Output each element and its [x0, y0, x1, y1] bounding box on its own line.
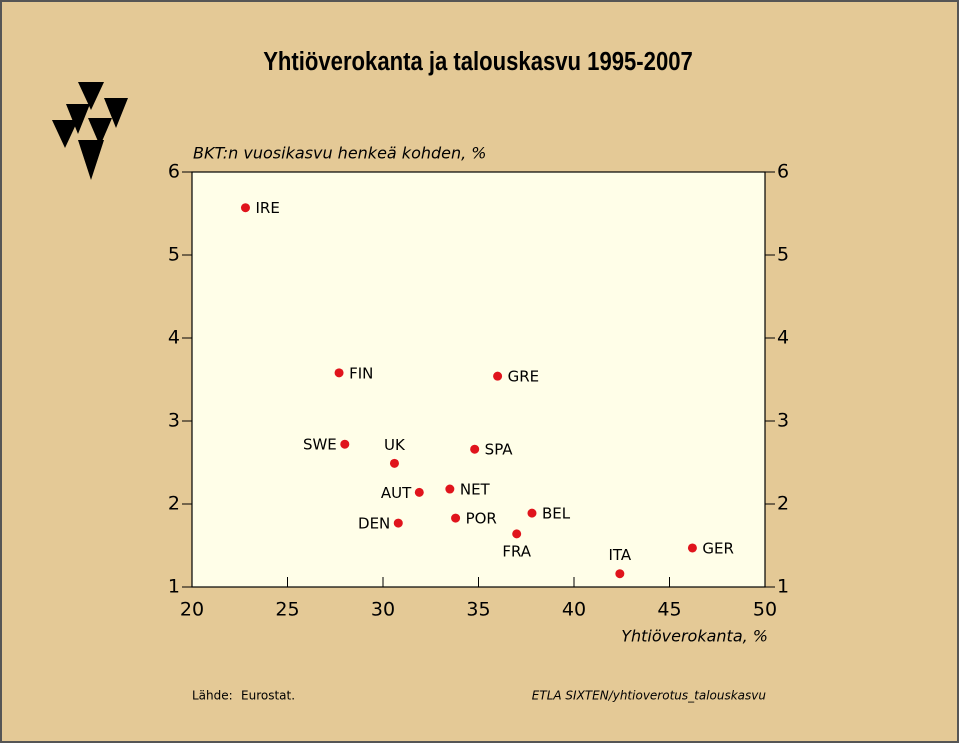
y-tick-label: 5 [168, 244, 180, 266]
point [527, 508, 537, 518]
y-tick-label: 4 [168, 327, 180, 349]
point-label: SPA [485, 441, 514, 459]
y2-tick-label: 6 [777, 161, 789, 183]
y-tick-label: 2 [168, 493, 180, 515]
plot-area [191, 171, 766, 588]
y2-tick-label: 4 [777, 327, 789, 349]
point-label: UK [384, 436, 406, 454]
point [240, 203, 250, 213]
y-axis-label: BKT:n vuosikasvu henkeä kohden, % [193, 144, 487, 163]
x-tick-label: 20 [180, 599, 204, 621]
y2-tick-label: 1 [777, 576, 789, 598]
point [445, 484, 455, 494]
point-label: FIN [349, 364, 373, 382]
y-tick-label: 1 [168, 576, 180, 598]
point [389, 458, 399, 468]
point [451, 513, 461, 523]
x-tick-label: 35 [466, 599, 490, 621]
point [393, 518, 403, 528]
source-label: Lähde: [192, 689, 233, 703]
point-label: ITA [608, 546, 631, 564]
y2-tick-label: 2 [777, 493, 789, 515]
y2-tick-label: 3 [777, 410, 789, 432]
point [340, 439, 350, 449]
credit: ETLA SIXTEN/yhtioverotus_talouskasvu [532, 689, 767, 703]
point [512, 529, 522, 539]
y2-tick-label: 5 [777, 244, 789, 266]
logo [52, 82, 128, 180]
x-tick-label: 25 [275, 599, 299, 621]
point [493, 371, 503, 381]
point-label: DEN [358, 515, 390, 533]
point [615, 569, 625, 579]
point-label: FRA [502, 542, 531, 560]
point-label: AUT [381, 484, 412, 502]
point-label: GER [702, 539, 734, 557]
point [470, 444, 480, 454]
point-label: GRE [508, 368, 540, 386]
point-label: IRE [255, 199, 279, 217]
y-tick-label: 6 [168, 161, 180, 183]
x-tick-label: 45 [657, 599, 681, 621]
point-label: SWE [303, 436, 337, 454]
chart-title: Yhtiöverokanta ja talouskasvu 1995-2007 [263, 47, 693, 76]
point [687, 543, 697, 553]
point [414, 487, 424, 497]
point-label: NET [460, 481, 491, 499]
point [334, 368, 344, 378]
point-label: POR [466, 510, 497, 528]
x-tick-label: 50 [753, 599, 777, 621]
x-tick-label: 30 [371, 599, 395, 621]
point-label: BEL [542, 505, 571, 523]
y-tick-label: 3 [168, 410, 180, 432]
x-axis-label: Yhtiöverokanta, % [621, 627, 768, 646]
x-tick-label: 40 [562, 599, 586, 621]
source: Eurostat. [241, 689, 295, 703]
